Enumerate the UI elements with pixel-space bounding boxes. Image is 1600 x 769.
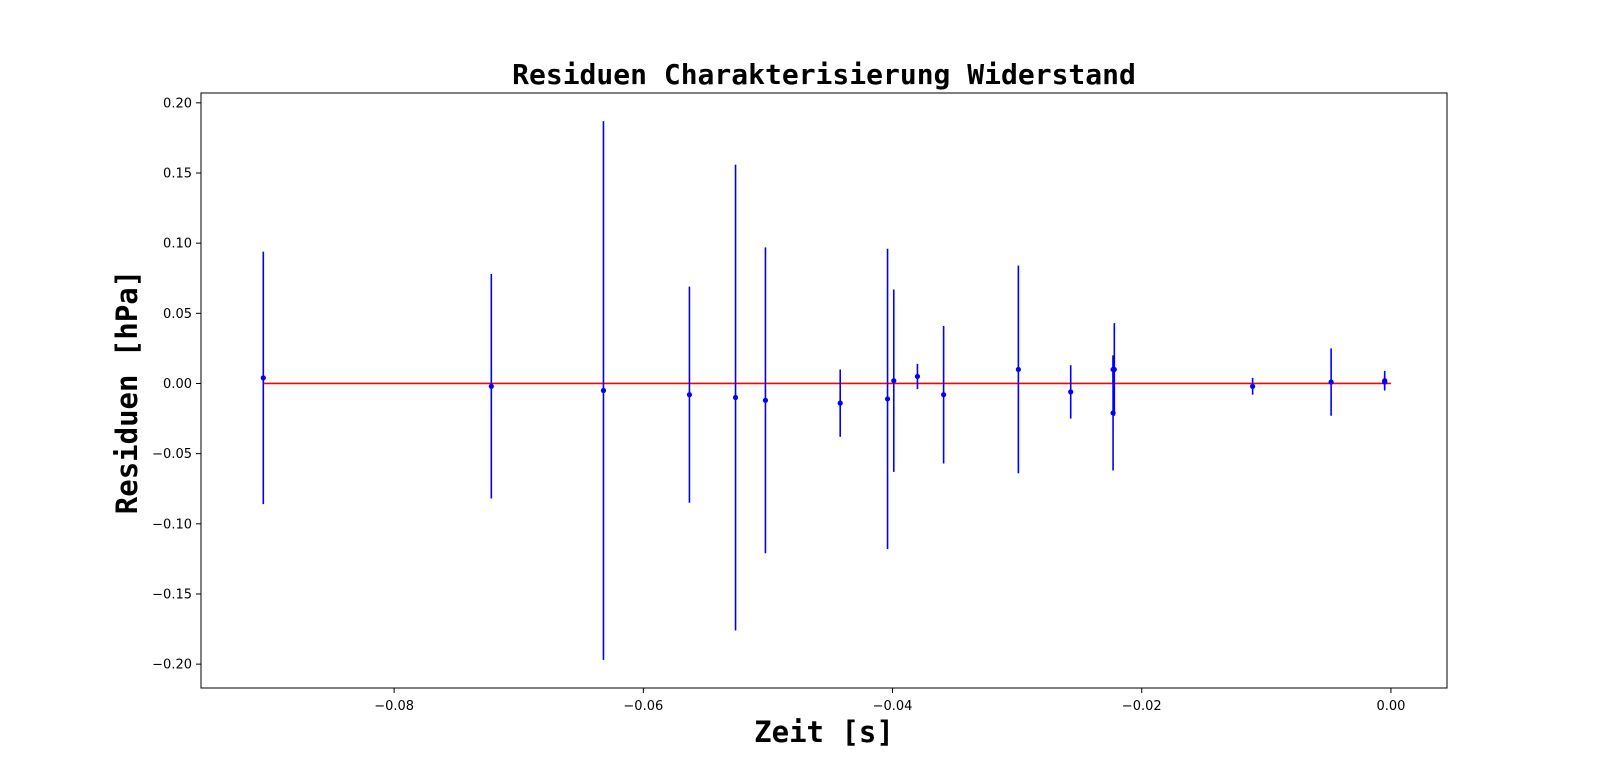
y-axis: −0.20 −0.15 −0.10 −0.05 0.00 0.05 0.10 0.15 0.20 — [152, 96, 201, 673]
data-point — [884, 396, 891, 402]
data-point — [837, 400, 843, 406]
y-tick-label: −0.10 — [152, 517, 192, 532]
y-tick-label: 0.00 — [163, 377, 192, 392]
y-axis-label: Residuen [hPa] — [110, 270, 144, 514]
data-point — [1382, 379, 1388, 385]
data-point — [686, 392, 693, 398]
data-point — [762, 397, 769, 403]
data-point — [914, 373, 921, 380]
data-point — [1250, 383, 1256, 389]
y-tick-label: 0.10 — [163, 237, 192, 252]
data-points-layer — [260, 121, 1388, 660]
data-point — [891, 378, 897, 384]
data-point — [941, 392, 947, 398]
chart-title: Residuen Charakterisierung Widerstand — [512, 58, 1136, 91]
x-tick-label: −0.06 — [623, 699, 663, 714]
data-point — [1328, 379, 1334, 385]
data-point — [1068, 389, 1074, 395]
x-tick-label: −0.02 — [1122, 699, 1162, 714]
y-tick-label: −0.20 — [152, 658, 192, 673]
x-tick-label: −0.08 — [374, 699, 414, 714]
data-point — [1111, 366, 1117, 373]
x-axis: −0.08 −0.06 −0.04 −0.02 0.00 — [374, 688, 1405, 714]
y-tick-label: 0.05 — [163, 307, 192, 322]
y-tick-label: −0.05 — [152, 447, 192, 462]
x-tick-label: −0.04 — [873, 699, 913, 714]
data-point — [600, 387, 607, 394]
x-tick-label: 0.00 — [1376, 699, 1405, 714]
data-point — [732, 394, 739, 401]
plot-area — [200, 92, 1448, 689]
data-point — [260, 375, 266, 381]
data-point — [488, 383, 494, 389]
x-axis-label: Zeit [s] — [754, 715, 894, 749]
y-tick-label: 0.20 — [163, 96, 192, 111]
y-tick-label: −0.15 — [152, 587, 192, 602]
y-tick-label: 0.15 — [163, 166, 192, 181]
data-point — [1015, 366, 1021, 373]
